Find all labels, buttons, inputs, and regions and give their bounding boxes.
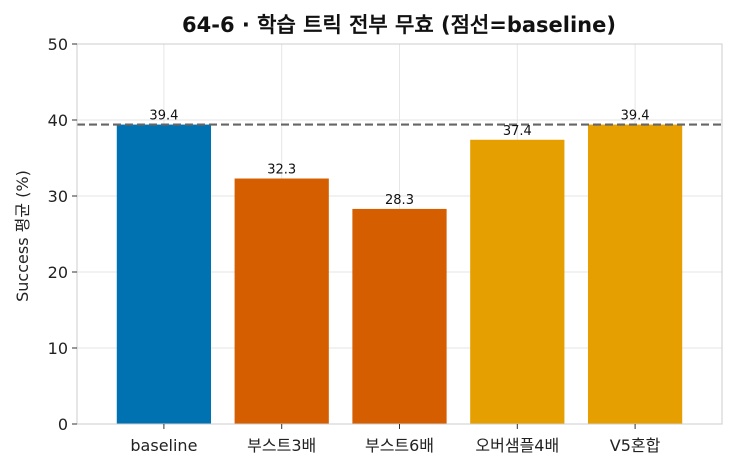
- data-label-1: 32.3: [267, 163, 296, 178]
- y-tick-label-3: 30: [48, 187, 68, 206]
- bar-4: [587, 124, 683, 424]
- bar-0: [116, 124, 212, 424]
- x-axis-ticks: baseline 부스트3배 부스트6배 오버샘플4배 V5혼합: [130, 424, 661, 455]
- x-tick-label-1: 부스트3배: [247, 436, 316, 455]
- data-label-3: 37.4: [503, 124, 532, 139]
- y-tick-label-0: 0: [58, 415, 68, 434]
- y-tick-label-4: 40: [48, 111, 68, 130]
- y-axis-ticks: 0 10 20 30 40 50: [48, 35, 77, 434]
- y-axis-label: Success 평균 (%): [13, 170, 32, 302]
- data-label-4: 39.4: [621, 109, 650, 124]
- bar-3: [470, 139, 565, 424]
- x-tick-label-3: 오버샘플4배: [475, 436, 559, 455]
- bar-2: [352, 208, 447, 424]
- x-tick-label-2: 부스트6배: [365, 436, 434, 455]
- y-tick-label-5: 50: [48, 35, 68, 54]
- y-tick-label-1: 10: [48, 339, 68, 358]
- data-label-0: 39.4: [149, 109, 178, 124]
- x-tick-label-4: V5혼합: [610, 436, 661, 455]
- bars: [116, 124, 683, 424]
- y-tick-label-2: 20: [48, 263, 68, 282]
- bar-1: [234, 178, 329, 424]
- data-label-2: 28.3: [385, 193, 414, 208]
- x-tick-label-0: baseline: [130, 436, 197, 455]
- chart-title: 64-6 · 학습 트릭 전부 무효 (점선=baseline): [182, 13, 616, 37]
- data-labels: 39.4 32.3 28.3 37.4 39.4: [149, 109, 649, 208]
